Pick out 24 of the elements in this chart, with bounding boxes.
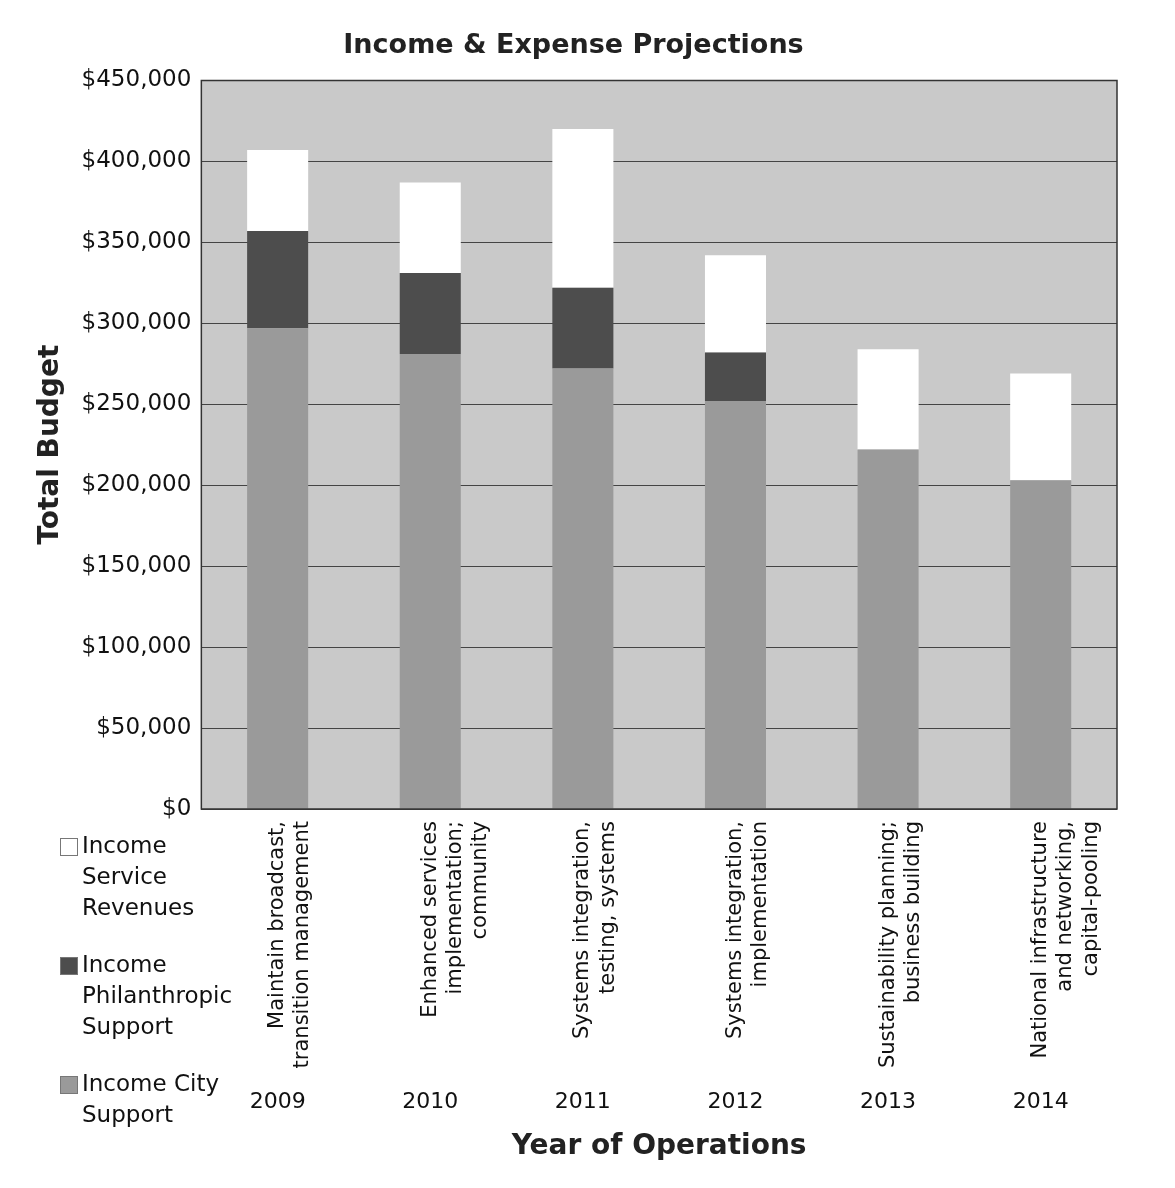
y-tick-label: $350,000: [81, 227, 192, 254]
y-tick-label: $300,000: [81, 308, 192, 335]
legend-label: Income Philanthropic Support: [82, 950, 234, 1041]
y-tick-label: $100,000: [81, 632, 192, 659]
y-tick-label: $200,000: [81, 470, 192, 497]
text: 2010: [402, 1087, 459, 1113]
x-tick-label: Enhanced services implementation; community: [416, 821, 492, 1018]
text: 2013: [860, 1087, 917, 1113]
text: 2014: [1012, 1087, 1069, 1113]
text: 2011: [554, 1087, 611, 1113]
x-axis-title: Year of Operations: [510, 1128, 807, 1162]
text: 2012: [707, 1087, 764, 1113]
text: 2009: [249, 1087, 306, 1113]
y-axis-title: Total Budget: [32, 344, 66, 545]
chart-title: Income & Expense Projections: [343, 28, 804, 60]
y-tick-label: $400,000: [81, 146, 192, 173]
y-tick-label: $150,000: [81, 551, 192, 578]
y-tick-label: $0: [162, 793, 192, 820]
legend-label: Income Service Revenues: [82, 831, 196, 922]
x-tick-label: Maintain broadcast, transition management: [264, 821, 314, 1069]
legend-label: Income City Support: [82, 1069, 221, 1129]
y-tick-label: $50,000: [96, 713, 192, 740]
y-tick-label: $250,000: [81, 389, 192, 416]
y-tick-label: $450,000: [81, 65, 192, 92]
